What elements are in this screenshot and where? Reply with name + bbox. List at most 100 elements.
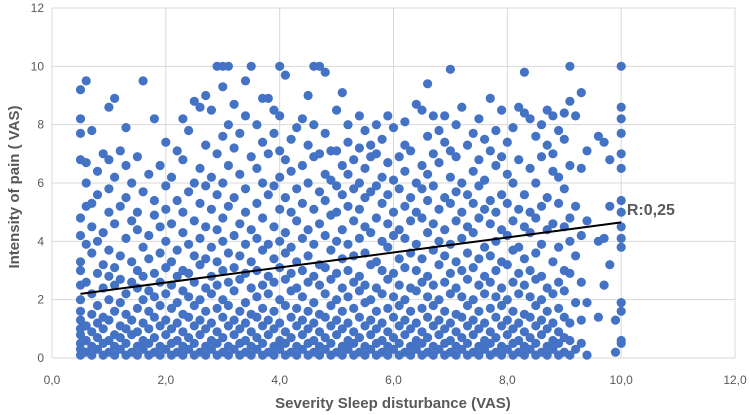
data-point bbox=[451, 327, 461, 337]
data-point bbox=[371, 257, 381, 267]
data-point bbox=[229, 230, 239, 241]
data-point bbox=[411, 99, 421, 109]
data-point bbox=[87, 248, 97, 258]
data-point bbox=[480, 134, 490, 144]
data-point bbox=[434, 295, 444, 305]
data-point bbox=[218, 265, 228, 276]
data-point bbox=[474, 155, 484, 165]
data-point bbox=[269, 181, 279, 191]
trendline bbox=[80, 221, 622, 295]
data-point bbox=[87, 289, 97, 299]
data-point bbox=[263, 315, 273, 325]
data-point bbox=[246, 152, 256, 162]
data-point bbox=[269, 350, 279, 360]
data-point bbox=[349, 338, 359, 348]
data-point bbox=[582, 216, 592, 226]
data-point bbox=[332, 207, 342, 217]
data-point bbox=[275, 344, 285, 354]
data-point bbox=[223, 201, 233, 211]
data-point bbox=[349, 327, 359, 337]
data-point bbox=[542, 105, 552, 115]
data-point bbox=[502, 198, 512, 208]
data-point bbox=[326, 175, 336, 185]
x-tick-label: 4,0 bbox=[271, 373, 288, 387]
data-point bbox=[110, 219, 120, 229]
data-point bbox=[309, 318, 319, 328]
data-point bbox=[201, 181, 211, 191]
data-point bbox=[275, 61, 285, 71]
data-point bbox=[417, 160, 427, 171]
data-point bbox=[110, 280, 120, 290]
data-point bbox=[343, 120, 353, 130]
data-point bbox=[178, 286, 188, 296]
data-point bbox=[195, 102, 205, 112]
data-point bbox=[445, 146, 455, 156]
data-point bbox=[92, 318, 103, 328]
data-point bbox=[87, 309, 97, 319]
data-point bbox=[536, 271, 547, 281]
data-point bbox=[343, 292, 353, 302]
data-point bbox=[531, 248, 541, 258]
data-point bbox=[457, 292, 467, 302]
data-point bbox=[554, 327, 564, 337]
data-point bbox=[81, 239, 91, 249]
data-point bbox=[417, 327, 427, 337]
data-point bbox=[303, 225, 313, 235]
data-point bbox=[440, 225, 450, 235]
data-point bbox=[252, 233, 262, 243]
data-point bbox=[485, 327, 495, 337]
data-point bbox=[297, 265, 307, 276]
data-point bbox=[485, 219, 495, 229]
data-point bbox=[474, 114, 484, 124]
data-point bbox=[206, 344, 216, 354]
data-point bbox=[616, 298, 626, 308]
data-point bbox=[406, 350, 416, 360]
data-point bbox=[218, 131, 228, 141]
data-point bbox=[115, 251, 125, 261]
data-point bbox=[343, 265, 353, 276]
data-point bbox=[320, 289, 330, 299]
data-point bbox=[87, 125, 97, 136]
data-point bbox=[440, 251, 450, 261]
data-point bbox=[616, 207, 626, 217]
data-point bbox=[280, 228, 290, 238]
data-point bbox=[525, 292, 535, 302]
data-point bbox=[388, 344, 399, 354]
data-point bbox=[565, 318, 575, 328]
data-point bbox=[104, 295, 114, 305]
data-point bbox=[360, 125, 370, 136]
data-point bbox=[314, 219, 325, 229]
data-point bbox=[297, 114, 307, 124]
data-point bbox=[275, 236, 285, 246]
data-point bbox=[554, 172, 564, 182]
data-point bbox=[383, 327, 393, 337]
data-point bbox=[201, 350, 211, 360]
data-point bbox=[554, 338, 564, 348]
data-point bbox=[218, 178, 228, 188]
data-point bbox=[428, 111, 438, 121]
data-point bbox=[485, 303, 495, 313]
data-point bbox=[474, 280, 484, 290]
data-point bbox=[428, 300, 438, 311]
data-point bbox=[201, 254, 211, 264]
data-point bbox=[531, 178, 541, 188]
data-point bbox=[457, 265, 467, 276]
data-point bbox=[616, 222, 626, 232]
data-point bbox=[434, 204, 444, 214]
data-point bbox=[616, 195, 626, 206]
data-point bbox=[275, 146, 285, 156]
data-point bbox=[303, 178, 313, 188]
data-point bbox=[366, 228, 376, 238]
data-point bbox=[320, 333, 330, 343]
data-point bbox=[400, 330, 410, 340]
data-point bbox=[468, 315, 478, 325]
data-point bbox=[428, 149, 438, 159]
data-point bbox=[98, 260, 108, 270]
data-point bbox=[161, 315, 171, 325]
data-point bbox=[229, 315, 239, 325]
y-tick-label: 4 bbox=[37, 234, 44, 248]
data-point bbox=[457, 233, 467, 243]
data-point bbox=[275, 172, 285, 182]
data-point bbox=[138, 76, 148, 86]
